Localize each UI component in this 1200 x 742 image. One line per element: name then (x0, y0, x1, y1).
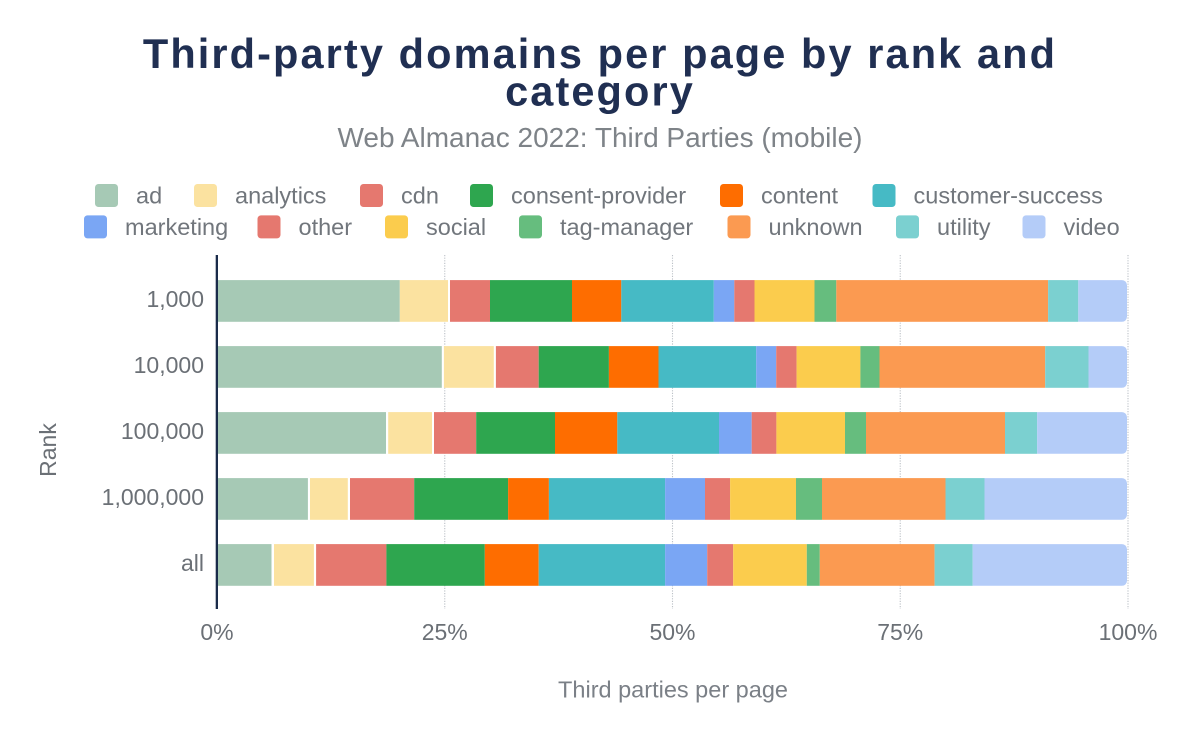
svg-text:all: all (181, 550, 204, 576)
svg-text:75%: 75% (877, 619, 923, 645)
svg-text:10,000: 10,000 (134, 352, 204, 378)
svg-text:1,000,000: 1,000,000 (102, 484, 204, 510)
svg-text:consent-provider: consent-provider (511, 183, 686, 209)
svg-text:content: content (761, 183, 839, 209)
svg-text:50%: 50% (649, 619, 695, 645)
svg-text:cdn: cdn (401, 183, 439, 209)
svg-text:other: other (299, 214, 353, 240)
svg-text:Web Almanac 2022: Third Partie: Web Almanac 2022: Third Parties (mobile) (338, 122, 863, 153)
svg-text:Rank: Rank (35, 423, 61, 477)
svg-text:category: category (505, 68, 695, 115)
svg-text:100%: 100% (1099, 619, 1158, 645)
svg-text:marketing: marketing (125, 214, 228, 240)
svg-text:1,000: 1,000 (146, 286, 204, 312)
svg-text:unknown: unknown (769, 214, 863, 240)
svg-text:social: social (426, 214, 486, 240)
svg-text:0%: 0% (200, 619, 233, 645)
svg-text:25%: 25% (422, 619, 468, 645)
svg-text:utility: utility (937, 214, 991, 240)
svg-text:ad: ad (136, 183, 162, 209)
svg-text:tag-manager: tag-manager (560, 214, 693, 240)
svg-text:customer-success: customer-success (914, 183, 1103, 209)
svg-text:video: video (1064, 214, 1120, 240)
svg-text:Third-party domains per page b: Third-party domains per page by rank and (143, 30, 1057, 77)
svg-text:Third parties per page: Third parties per page (558, 677, 788, 703)
svg-text:100,000: 100,000 (121, 418, 204, 444)
svg-text:analytics: analytics (235, 183, 326, 209)
